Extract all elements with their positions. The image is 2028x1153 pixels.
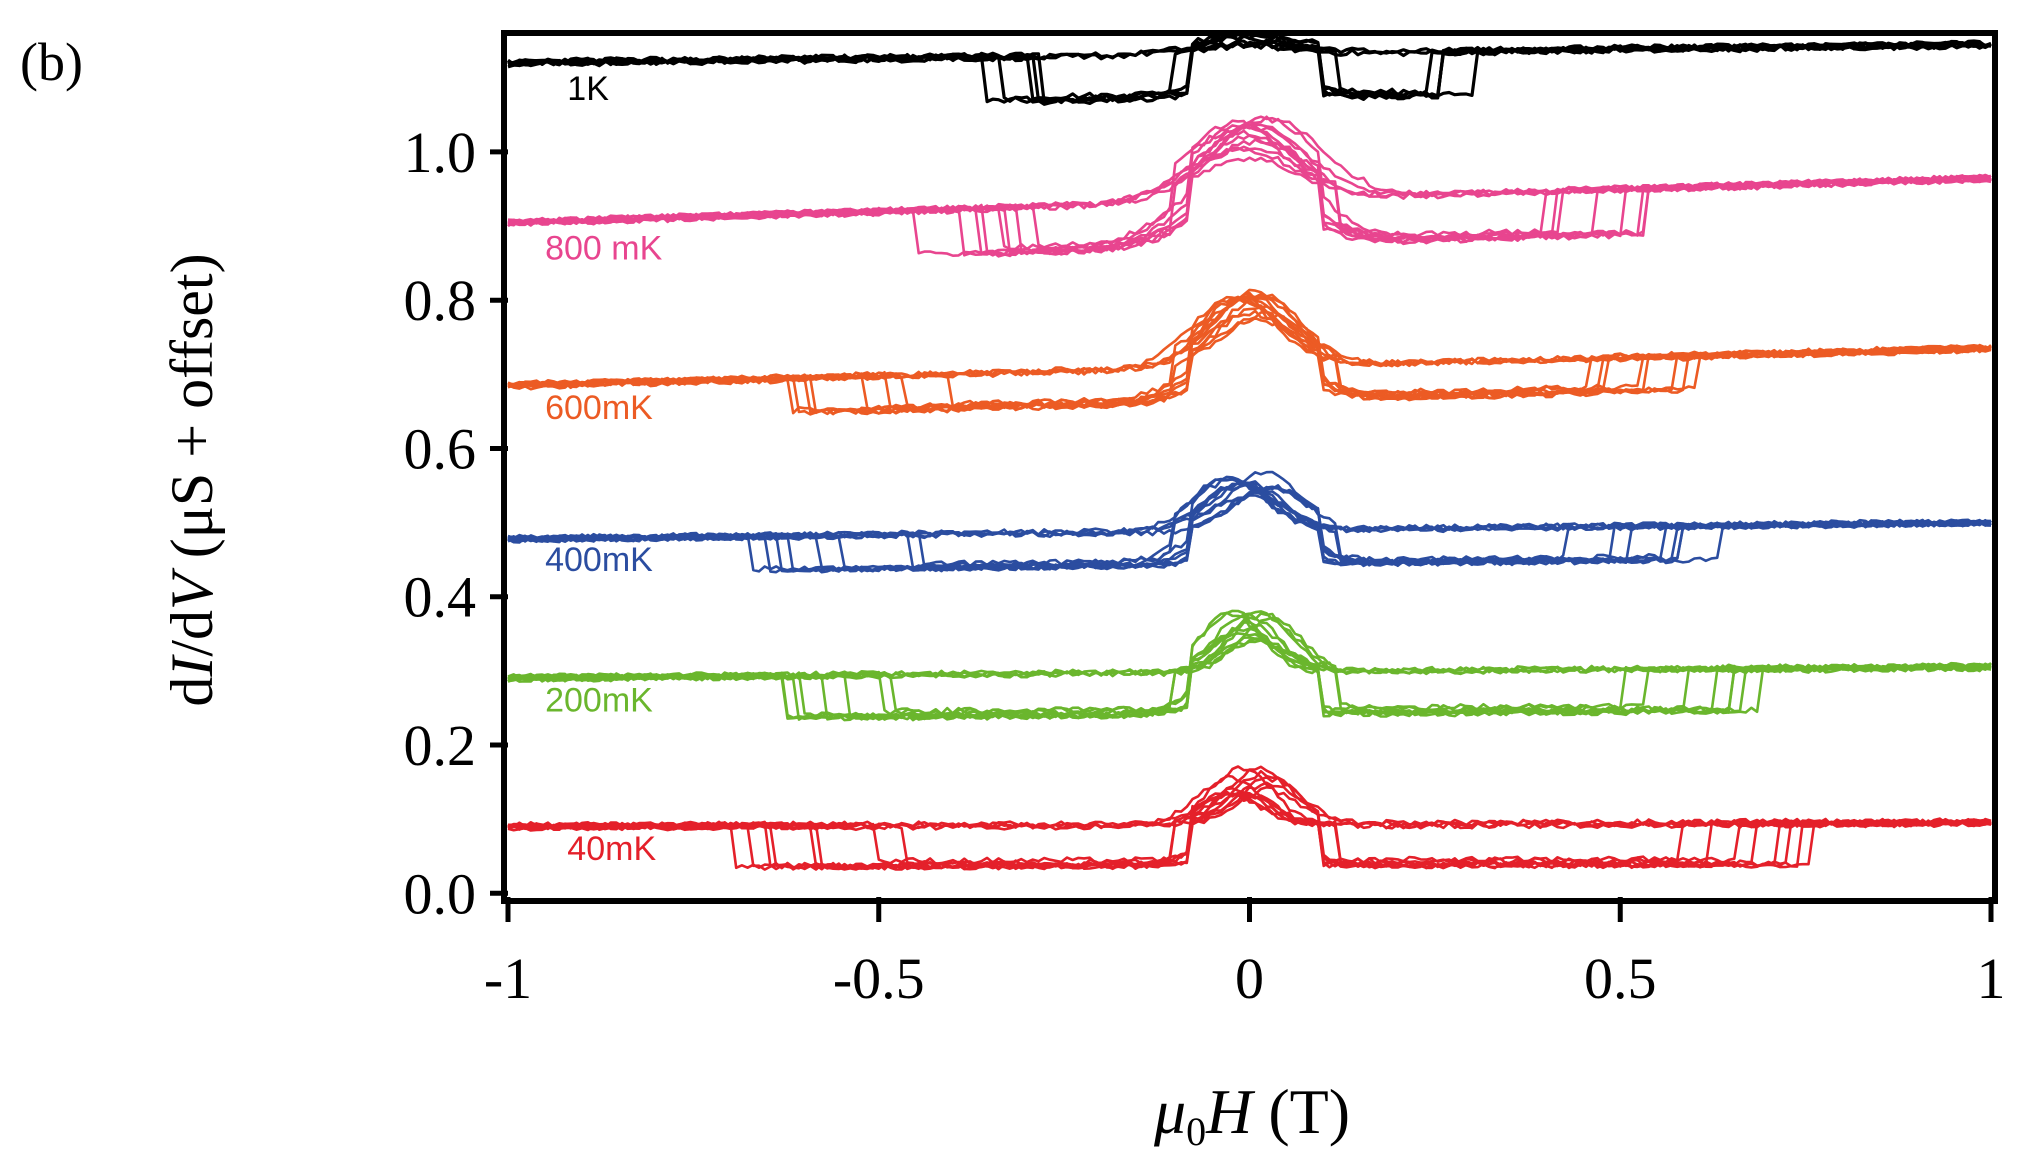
x-axis-label-subscript: 0 [1186,1109,1206,1153]
series-label: 40mK [567,830,656,868]
series-sweep-line [507,486,1992,573]
x-axis-label: μ0H (T) [1153,1076,1350,1153]
y-tick-label: 1.0 [404,120,477,185]
series-800-mk [507,115,1992,258]
series-sweep-line [507,765,1992,867]
y-tick-label: 0.8 [404,268,477,333]
series-sweep-line [508,316,1992,412]
series-400mk [507,470,1992,574]
x-tick-label: 0 [1235,946,1264,1011]
series-sweep-line [507,40,1991,97]
x-axis: -1 -0.5 0 0.5 1 [484,897,2006,1011]
y-axis: 0.0 0.2 0.4 0.6 0.8 1.0 [404,120,508,926]
series-200mk [507,609,1992,722]
series-40mk [507,765,1992,871]
x-tick-label: 1 [1977,946,2006,1011]
series-sweep-line [507,123,1992,225]
x-axis-label-symbol: μ [1153,1076,1186,1147]
y-tick-label: 0.4 [404,565,477,630]
series-label-layer: 1K 800 mK 600mK 400mK 200mK 40mK [545,70,662,868]
series-sweep-line [507,291,1992,389]
series-sweep-line [507,790,1992,871]
series-sweep-line [507,145,1992,240]
series-sweep-line [507,484,1992,573]
series-label: 800 mK [545,229,662,267]
y-axis-label-unit: (μS + offset) [159,253,225,573]
series-label: 200mK [545,682,653,720]
series-layer [507,31,1992,871]
x-tick-label: 0.5 [1584,946,1657,1011]
series-sweep-line [507,292,1992,397]
y-axis-label-i: I [159,654,225,678]
series-label: 600mK [545,389,653,427]
x-tick-label: -1 [484,946,532,1011]
y-axis-label: dI/dV (μS + offset) [159,253,225,706]
y-tick-label: 0.2 [404,713,477,778]
series-label: 1K [567,70,609,108]
series-sweep-line [507,475,1992,565]
series-sweep-line [507,128,1992,249]
series-sweep-line [507,637,1992,712]
series-sweep-line [507,792,1992,864]
x-axis-label-variable: H [1205,1076,1256,1147]
series-600mk [507,288,1992,416]
series-1k [507,31,1992,106]
y-tick-label: 0.0 [404,861,477,926]
y-tick-label: 0.6 [404,416,477,481]
panel-label: (b) [20,32,83,92]
y-axis-label-v: V [159,567,225,610]
y-axis-label-prefix: d [159,677,225,707]
series-sweep-line [507,309,1992,396]
x-tick-label: -0.5 [833,946,925,1011]
y-axis-label-mid: /d [159,610,225,657]
x-axis-label-unit: (T) [1252,1076,1350,1147]
series-sweep-line [507,311,1992,410]
series-label: 400mK [545,541,653,579]
series-sweep-line [507,295,1992,388]
series-sweep-line [507,146,1992,258]
series-sweep-line [507,41,1992,106]
